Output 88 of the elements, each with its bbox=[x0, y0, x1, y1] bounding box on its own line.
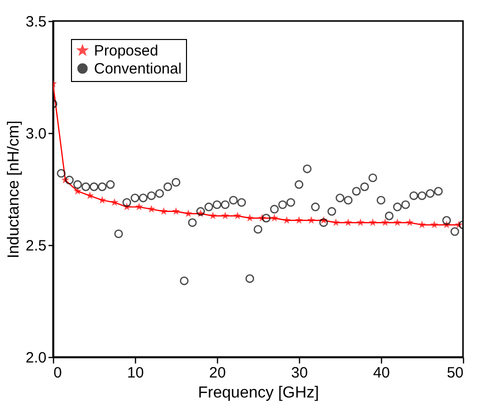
point bbox=[184, 209, 192, 218]
x-tick-label: 20 bbox=[209, 364, 226, 382]
point bbox=[138, 194, 148, 202]
x-tick-label: 30 bbox=[291, 364, 308, 382]
point bbox=[270, 204, 279, 214]
x-tick-label: 0 bbox=[54, 364, 62, 382]
x-tick-label: 10 bbox=[127, 364, 144, 382]
point bbox=[130, 194, 140, 202]
point bbox=[221, 212, 230, 220]
point bbox=[172, 207, 180, 215]
point bbox=[294, 180, 304, 189]
point bbox=[311, 202, 320, 212]
point bbox=[393, 218, 402, 226]
point bbox=[254, 224, 262, 234]
point bbox=[401, 200, 410, 210]
point bbox=[344, 218, 352, 226]
point bbox=[204, 202, 214, 212]
point bbox=[368, 218, 377, 226]
legend-label: Conventional bbox=[94, 60, 182, 78]
point bbox=[245, 274, 254, 283]
point bbox=[393, 202, 402, 212]
point bbox=[110, 198, 118, 206]
point bbox=[442, 216, 451, 225]
point bbox=[135, 202, 144, 210]
point bbox=[86, 192, 94, 200]
point bbox=[114, 229, 123, 238]
point bbox=[430, 220, 438, 228]
x-tick-label: 40 bbox=[373, 364, 390, 382]
point bbox=[172, 178, 180, 187]
y-tick-label: 3.5 bbox=[26, 14, 46, 30]
point bbox=[426, 189, 435, 198]
y-axis-title: Inductance [nH/cm] bbox=[6, 120, 23, 258]
point bbox=[278, 200, 287, 210]
y-tick-label: 2.5 bbox=[26, 238, 46, 254]
point bbox=[262, 214, 271, 222]
point bbox=[81, 182, 90, 192]
point bbox=[418, 220, 426, 228]
point bbox=[122, 198, 132, 207]
point bbox=[295, 216, 303, 224]
point bbox=[319, 218, 328, 227]
point bbox=[229, 196, 238, 205]
point bbox=[302, 164, 312, 174]
point bbox=[212, 200, 222, 210]
point bbox=[282, 216, 291, 224]
point bbox=[368, 173, 378, 182]
point bbox=[163, 182, 172, 192]
point bbox=[98, 196, 106, 204]
point bbox=[160, 207, 168, 215]
x-tick-label: 50 bbox=[446, 364, 464, 382]
point bbox=[56, 168, 66, 178]
point bbox=[74, 187, 82, 195]
point bbox=[106, 180, 115, 189]
point bbox=[360, 182, 369, 192]
point bbox=[376, 196, 386, 205]
point bbox=[147, 204, 156, 213]
point bbox=[270, 214, 278, 222]
y-tick-label: 3.0 bbox=[26, 126, 46, 142]
point bbox=[188, 218, 197, 227]
point bbox=[327, 207, 336, 216]
point bbox=[208, 212, 217, 220]
point bbox=[409, 191, 418, 200]
point bbox=[234, 212, 242, 220]
point bbox=[237, 198, 246, 207]
legend-label: Proposed bbox=[94, 42, 158, 60]
point bbox=[356, 218, 364, 226]
point bbox=[73, 180, 82, 189]
point bbox=[220, 200, 230, 210]
point bbox=[381, 218, 390, 226]
y-tick-label: 2.0 bbox=[26, 350, 46, 366]
point bbox=[434, 186, 443, 196]
point bbox=[90, 182, 98, 192]
point bbox=[180, 276, 189, 286]
point bbox=[286, 198, 296, 207]
point bbox=[155, 189, 164, 198]
point bbox=[450, 227, 460, 236]
point bbox=[352, 186, 361, 196]
point bbox=[406, 218, 414, 226]
point bbox=[65, 176, 74, 184]
point bbox=[98, 182, 107, 192]
point bbox=[332, 218, 340, 226]
point bbox=[307, 216, 316, 224]
point bbox=[336, 194, 344, 202]
point bbox=[384, 212, 394, 220]
point bbox=[246, 214, 254, 222]
point bbox=[418, 191, 426, 200]
point bbox=[147, 191, 156, 200]
x-axis-title: Frequency [GHz] bbox=[198, 384, 319, 402]
point bbox=[344, 196, 353, 205]
